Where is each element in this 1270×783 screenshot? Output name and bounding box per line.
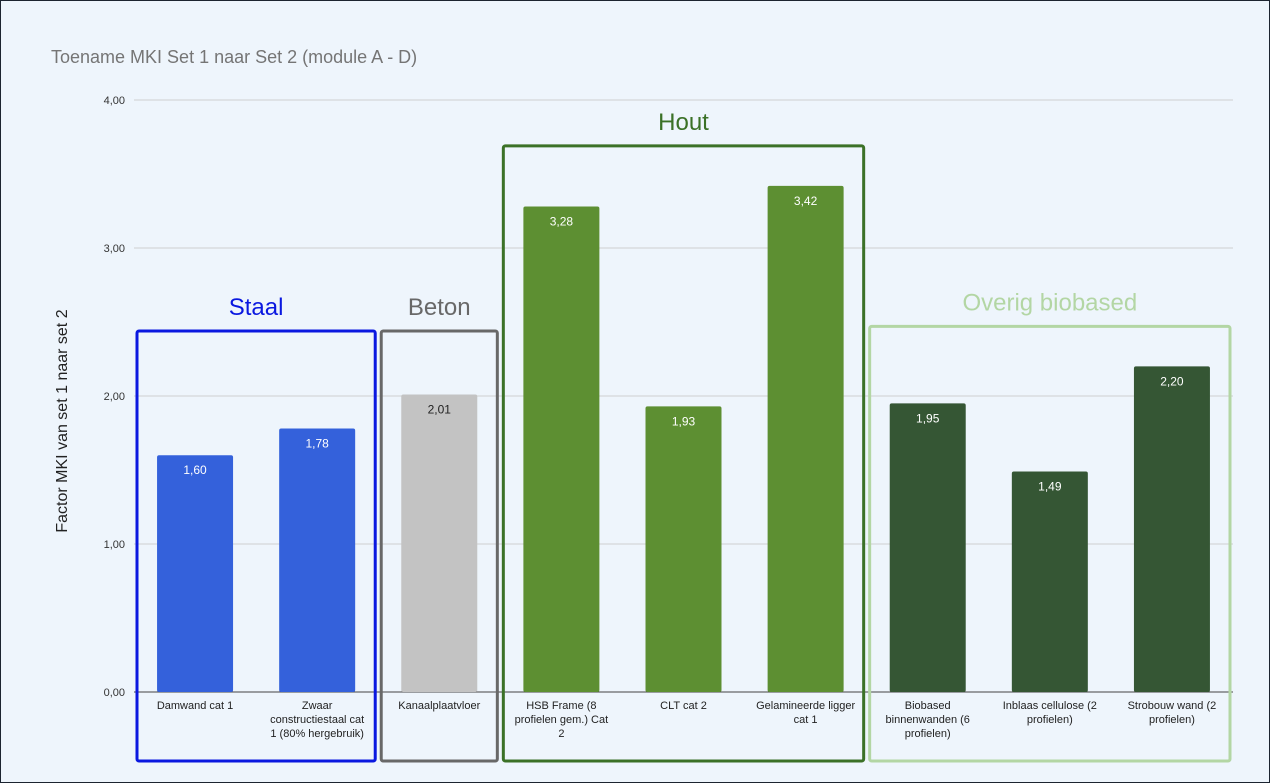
- y-tick-label: 4,00: [104, 95, 125, 107]
- category-label: Strobouw wand (2 profielen): [1128, 700, 1217, 726]
- bar: [645, 406, 722, 692]
- bar: [889, 403, 966, 692]
- category-label: Biobased binnenwanden (6 profielen): [886, 700, 970, 740]
- y-tick-labels: 0,00 1,00 2,00 3,00 4,00: [104, 95, 125, 699]
- group-boxes: Staal Beton Hout Overig biobased: [135, 109, 1232, 763]
- bar: [523, 206, 600, 692]
- y-tick-label: 3,00: [104, 243, 125, 255]
- bar: [767, 185, 844, 692]
- bar: [1011, 471, 1088, 692]
- value-label: 1,93: [672, 414, 696, 428]
- bar: [279, 428, 356, 692]
- value-labels: 1,60 1,78 2,01 3,28 1,93 3,42 1,95 1,49 2,20: [183, 194, 1184, 494]
- value-label: 2,01: [428, 403, 452, 417]
- group-label: Staal: [229, 294, 284, 321]
- category-label: Zwaar constructiestaal cat 1 (80% hergebru…: [270, 700, 364, 740]
- chart-title: Toename MKI Set 1 naar Set 2 (module A -…: [51, 47, 417, 67]
- category-label: Kanaalplaatvloer: [398, 700, 480, 712]
- group-label: Hout: [658, 109, 709, 136]
- category-label: Damwand cat 1: [157, 700, 233, 712]
- value-label: 3,28: [550, 215, 574, 229]
- value-label: 2,20: [1160, 374, 1184, 388]
- group-box: [379, 329, 499, 763]
- value-label: 1,95: [916, 411, 940, 425]
- category-label: Gelamineerde ligger cat 1: [756, 700, 855, 726]
- group-box: [868, 324, 1232, 763]
- bar: [401, 394, 478, 692]
- category-label: Inblaas cellulose (2 profielen): [1003, 700, 1097, 726]
- y-tick-label: 1,00: [104, 539, 125, 551]
- group-box: [501, 144, 866, 763]
- value-label: 3,42: [794, 194, 818, 208]
- category-label: HSB Frame (8 profielen gem.) Cat 2: [515, 700, 609, 740]
- value-label: 1,60: [183, 463, 207, 477]
- y-tick-label: 2,00: [104, 391, 125, 403]
- bars: [157, 185, 1210, 692]
- category-labels: Damwand cat 1 Zwaar constructiestaal cat 1 …: [157, 700, 1216, 740]
- y-tick-label: 0,00: [104, 687, 125, 699]
- bar: [157, 455, 234, 692]
- group-label: Beton: [408, 294, 471, 321]
- value-label: 1,49: [1038, 479, 1062, 493]
- group-box: [135, 329, 377, 763]
- bar: [1133, 366, 1210, 692]
- y-axis-label: Factor MKI van set 1 naar set 2: [54, 309, 71, 532]
- value-label: 1,78: [305, 437, 329, 451]
- category-label: CLT cat 2: [660, 700, 707, 712]
- group-label: Overig biobased: [962, 289, 1137, 316]
